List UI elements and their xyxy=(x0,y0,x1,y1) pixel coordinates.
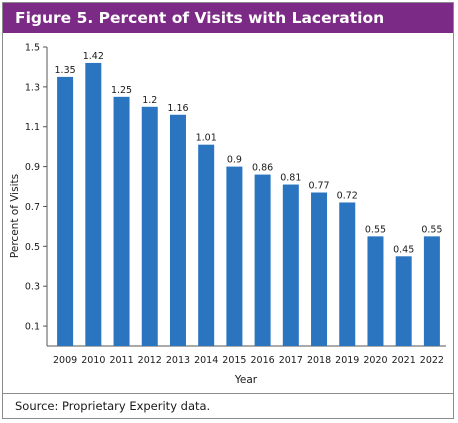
y-tick-label: 0.5 xyxy=(25,242,40,253)
x-tick-label-2018: 2018 xyxy=(307,355,331,366)
x-tick-label-2012: 2012 xyxy=(138,355,162,366)
value-label-2022: 0.55 xyxy=(421,224,442,235)
bar-2017 xyxy=(282,184,299,346)
y-tick-label: 0.1 xyxy=(25,322,40,333)
value-label-2018: 0.77 xyxy=(308,181,329,192)
bar-2019 xyxy=(339,202,356,346)
value-label-2013: 1.16 xyxy=(167,103,188,114)
value-label-2015: 0.9 xyxy=(227,155,242,166)
value-label-2021: 0.45 xyxy=(393,244,414,255)
x-tick-label-2015: 2015 xyxy=(222,355,246,366)
bars-group xyxy=(57,62,440,347)
x-tick-label-2022: 2022 xyxy=(420,355,444,366)
bar-2022 xyxy=(423,236,440,346)
source-note: Source: Proprietary Experity data. xyxy=(15,399,211,413)
x-axis-label: Year xyxy=(234,374,258,386)
bar-2016 xyxy=(254,174,271,346)
y-axis-label: Percent of Visits xyxy=(9,174,21,258)
x-tick-label-2017: 2017 xyxy=(279,355,303,366)
bar-2013 xyxy=(169,114,186,346)
footer-divider xyxy=(3,393,453,394)
figure-title: Figure 5. Percent of Visits with Lacerat… xyxy=(3,3,453,33)
figure-frame: Figure 5. Percent of Visits with Lacerat… xyxy=(2,2,454,419)
bar-2018 xyxy=(311,192,328,346)
value-label-2012: 1.2 xyxy=(142,95,157,106)
x-tick-label-2016: 2016 xyxy=(251,355,275,366)
y-tick-label: 1.1 xyxy=(25,122,40,133)
bar-2020 xyxy=(367,236,384,346)
value-label-2017: 0.81 xyxy=(280,173,301,184)
value-labels-group: 1.35 1.42 1.25 1.2 1.16 1.01 0.9 0.86 0.81 0.77 0.… xyxy=(55,51,443,255)
bar-2011 xyxy=(113,96,130,346)
bar-2009 xyxy=(57,76,74,347)
y-tick-label: 1.3 xyxy=(25,82,40,93)
value-label-2016: 0.86 xyxy=(252,163,273,174)
value-label-2014: 1.01 xyxy=(196,133,217,144)
x-tick-label-2019: 2019 xyxy=(335,355,359,366)
bar-2015 xyxy=(226,166,243,346)
x-tick-label-2009: 2009 xyxy=(53,355,77,366)
value-label-2019: 0.72 xyxy=(337,190,358,201)
y-tick-label: 0.9 xyxy=(25,162,40,173)
x-tick-label-2013: 2013 xyxy=(166,355,190,366)
y-tick-label: 0.7 xyxy=(25,202,40,213)
y-axis-ticks: 0.1 0.3 0.5 0.7 0.9 1.1 1.3 1.5 xyxy=(25,43,47,333)
x-tick-label-2010: 2010 xyxy=(81,355,105,366)
value-label-2009: 1.35 xyxy=(55,65,76,76)
x-axis-ticks: 2009 2010 2011 2012 2013 2014 2015 2016 2017 2018… xyxy=(53,355,444,366)
y-tick-label: 1.5 xyxy=(25,43,40,54)
x-tick-label-2014: 2014 xyxy=(194,355,218,366)
value-label-2020: 0.55 xyxy=(365,224,386,235)
bar-2010 xyxy=(85,62,102,347)
bar-2014 xyxy=(198,144,215,346)
x-tick-label-2021: 2021 xyxy=(392,355,416,366)
x-tick-label-2011: 2011 xyxy=(109,355,133,366)
bar-2021 xyxy=(395,256,412,346)
x-tick-label-2020: 2020 xyxy=(363,355,387,366)
chart-area: 0.1 0.3 0.5 0.7 0.9 1.1 1.3 1.5 1.35 1.42 1.25 1.2… xyxy=(3,33,455,391)
bar-chart: 0.1 0.3 0.5 0.7 0.9 1.1 1.3 1.5 1.35 1.42 1.25 1.2… xyxy=(9,43,446,386)
y-tick-label: 0.3 xyxy=(25,282,40,293)
value-label-2010: 1.42 xyxy=(83,51,104,62)
value-label-2011: 1.25 xyxy=(111,85,132,96)
bar-2012 xyxy=(141,106,158,346)
